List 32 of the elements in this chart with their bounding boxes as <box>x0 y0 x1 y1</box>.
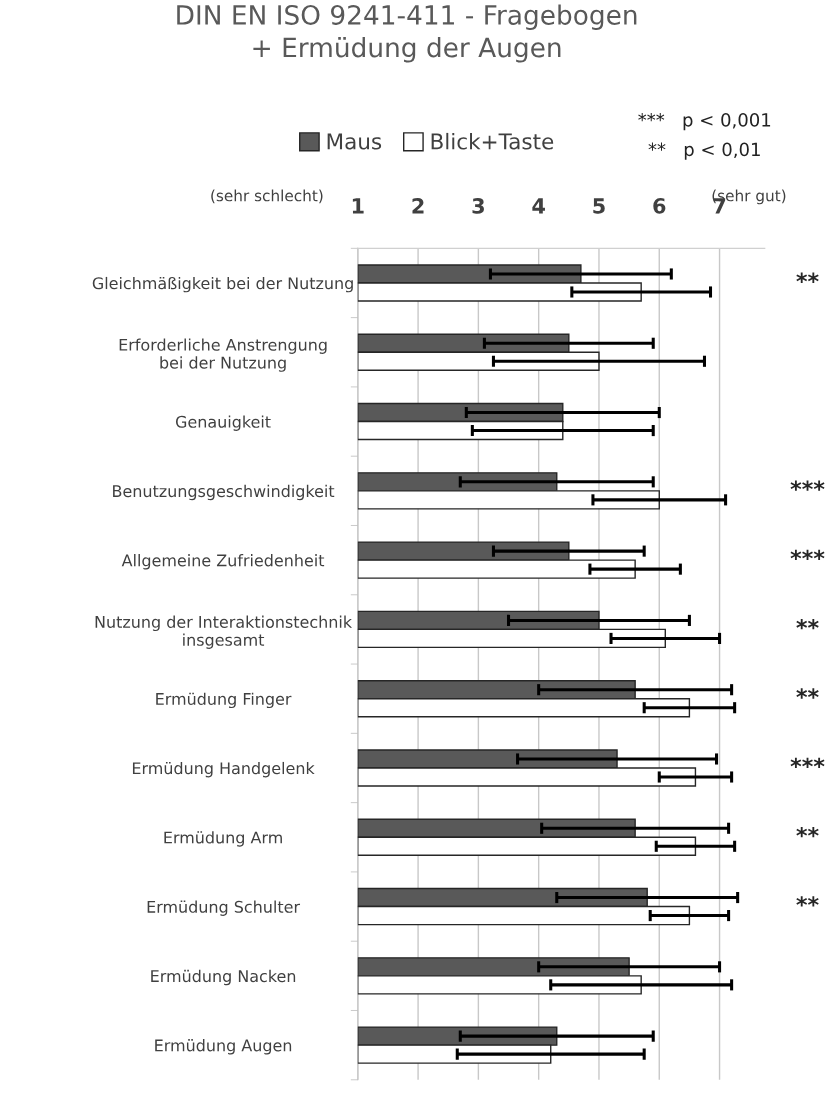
y-tick-label: Ermüdung Schulter <box>147 900 301 916</box>
y-tick-label: Ermüdung Handgelenk <box>132 761 315 778</box>
y-tick-label: Ermüdung Arm <box>164 831 282 847</box>
text: ** <box>796 619 819 630</box>
legend-label: Blick+Taste <box>431 132 554 150</box>
x-tick-label: 1 <box>352 198 364 214</box>
y-tick-label: Ermüdung Nacken <box>151 969 296 986</box>
legend-label: Maus <box>327 133 382 150</box>
text: ** <box>796 272 819 283</box>
text: *** <box>790 549 825 561</box>
text: ** <box>796 896 819 907</box>
y-tick-label: Ermüdung Finger <box>156 692 292 709</box>
text: ** p < 0,01 <box>648 142 760 160</box>
y-tick-label: Allgemeine Zufriedenheit <box>121 554 325 570</box>
chart-title: DIN EN ISO 9241-411 - Fragebogen + Ermüdung der Augen <box>177 4 637 63</box>
y-tick-label: Ermüdung Augen <box>155 1039 292 1055</box>
y-tick-label: Benutzungsgeschwindigkeit <box>113 484 335 501</box>
y-tick-label: Nutzung der Interaktionstechnik insgesamt <box>95 615 353 649</box>
x-tick-label: 5 <box>593 198 605 214</box>
text: *** p < 0,001 <box>638 113 771 131</box>
text: ** <box>796 688 819 699</box>
text: *** <box>790 480 825 491</box>
y-tick-label: Erforderliche Anstrengung bei der Nutzung <box>119 338 327 372</box>
text: *** <box>790 757 825 768</box>
y-tick-label: Genauigkeit <box>175 415 271 431</box>
text: ** <box>796 826 819 838</box>
x-tick-label: 6 <box>653 198 666 214</box>
x-tick-label: 3 <box>472 197 484 214</box>
text: (sehr schlecht) <box>211 189 323 204</box>
x-tick-label: 2 <box>412 197 424 214</box>
x-tick-label: 4 <box>532 198 545 214</box>
y-tick-label: Gleichmäßigkeit bei der Nutzung <box>92 276 353 293</box>
